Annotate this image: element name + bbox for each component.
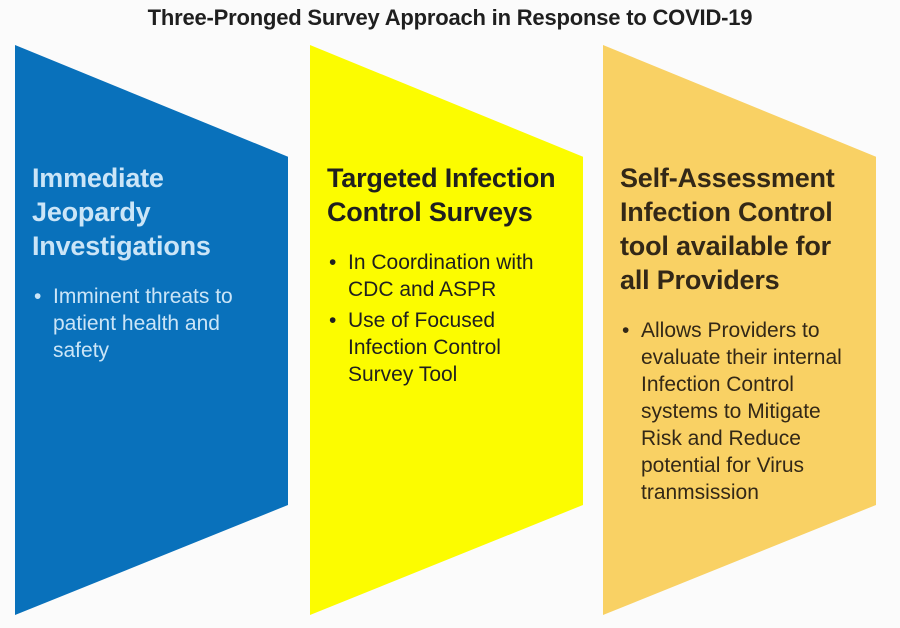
bullet-list: • Allows Providers to evaluate their int… xyxy=(620,317,856,506)
heading-line: Control Surveys xyxy=(327,197,533,227)
bullet-marker: • xyxy=(329,309,337,332)
bullet-line: safety xyxy=(53,339,110,362)
heading-line: Investigations xyxy=(32,231,211,261)
prong-self-assessment-infection-control-tool: Self-Assessment Infection Control tool a… xyxy=(603,45,876,615)
bullet-line: evaluate their internal xyxy=(641,346,842,369)
bullet-line: potential for Virus xyxy=(641,454,805,477)
bullet-marker: • xyxy=(34,285,42,308)
prong-heading: Targeted Infection Control Surveys xyxy=(327,161,563,229)
heading-line: Targeted Infection xyxy=(327,163,556,193)
heading-line: Self-Assessment xyxy=(620,163,835,193)
bullet-item: • Allows Providers to evaluate their int… xyxy=(620,317,856,506)
bullet-line: systems to Mitigate xyxy=(641,400,821,423)
bullet-text: Allows Providers to evaluate their inter… xyxy=(641,317,856,506)
bullet-text: In Coordination with CDC and ASPR xyxy=(348,249,563,303)
diagram-title: Three-Pronged Survey Approach in Respons… xyxy=(147,5,753,30)
bullet-line: Imminent threats to xyxy=(53,285,233,308)
bullet-line: CDC and ASPR xyxy=(348,278,497,301)
bullet-list: • Imminent threats to patient health and… xyxy=(32,283,268,364)
prong-content: Immediate Jeopardy Investigations • Immi… xyxy=(32,161,268,368)
prong-content: Self-Assessment Infection Control tool a… xyxy=(620,161,856,510)
prong-immediate-jeopardy-investigations: Immediate Jeopardy Investigations • Immi… xyxy=(15,45,288,615)
heading-line: tool available for xyxy=(620,231,831,261)
bullet-marker: • xyxy=(329,251,337,274)
bullet-line: patient health and xyxy=(53,312,220,335)
bullet-line: Risk and Reduce xyxy=(641,427,801,450)
bullet-marker: • xyxy=(622,319,630,342)
heading-line: Jeopardy xyxy=(32,197,151,227)
bullet-text: Use of Focused Infection Control Survey … xyxy=(348,307,563,388)
bullet-line: Allows Providers to xyxy=(641,319,820,342)
bullet-line: Survey Tool xyxy=(348,363,458,386)
prong-targeted-infection-control-surveys: Targeted Infection Control Surveys • In … xyxy=(310,45,583,615)
heading-line: Infection Control xyxy=(620,197,833,227)
bullet-item: • Use of Focused Infection Control Surve… xyxy=(327,307,563,388)
bullet-line: In Coordination with xyxy=(348,251,534,274)
bullet-line: tranmsission xyxy=(641,481,759,504)
bullet-text: Imminent threats to patient health and s… xyxy=(53,283,268,364)
bullet-line: Use of Focused xyxy=(348,309,496,332)
prong-content: Targeted Infection Control Surveys • In … xyxy=(327,161,563,392)
prong-heading: Immediate Jeopardy Investigations xyxy=(32,161,268,263)
bullet-list: • In Coordination with CDC and ASPR • Us… xyxy=(327,249,563,388)
bullet-item: • In Coordination with CDC and ASPR xyxy=(327,249,563,303)
prong-heading: Self-Assessment Infection Control tool a… xyxy=(620,161,856,297)
bullet-line: Infection Control xyxy=(641,373,794,396)
bullet-line: Infection Control xyxy=(348,336,501,359)
heading-line: all Providers xyxy=(620,265,780,295)
heading-line: Immediate xyxy=(32,163,164,193)
bullet-item: • Imminent threats to patient health and… xyxy=(32,283,268,364)
